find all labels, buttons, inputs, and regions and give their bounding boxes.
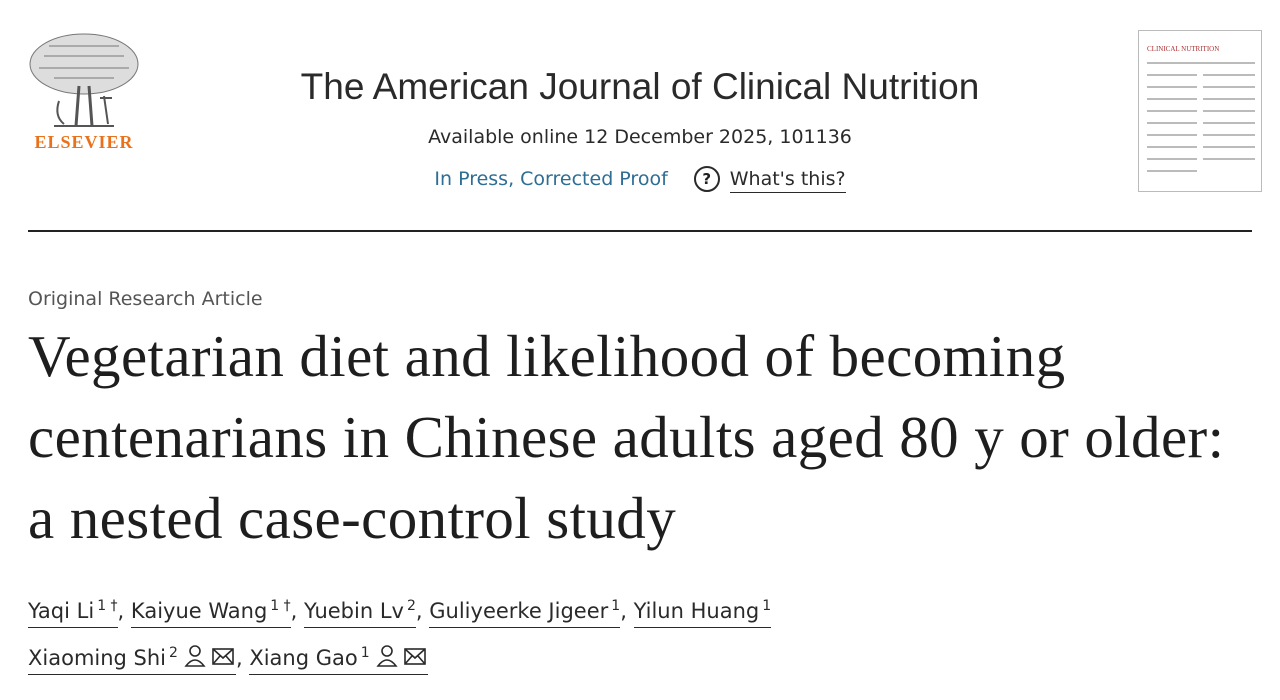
- author-name: Yuebin Lv: [304, 599, 404, 623]
- author-line: Xiaoming Shi 2, Xiang Gao 1: [28, 644, 428, 675]
- article-type: Original Research Article: [28, 288, 263, 310]
- author-affiliation: 1: [611, 598, 621, 614]
- author-affiliation: 1: [762, 598, 772, 614]
- author-name: Xiaoming Shi: [28, 646, 167, 670]
- author-name: Yilun Huang: [633, 599, 760, 623]
- author[interactable]: Yaqi Li 1 †: [28, 598, 118, 628]
- publisher-name: ELSEVIER: [34, 132, 134, 152]
- author[interactable]: Guliyeerke Jigeer 1: [429, 598, 621, 628]
- elsevier-logo: [29, 33, 139, 127]
- cover-lines: [1147, 62, 1255, 172]
- author[interactable]: Kaiyue Wang 1 †: [130, 598, 291, 628]
- author-affiliation: 1 †: [270, 598, 291, 614]
- separator: ,: [415, 599, 423, 623]
- author[interactable]: Yuebin Lv 2: [304, 598, 416, 628]
- journal-title[interactable]: The American Journal of Clinical Nutriti…: [300, 66, 980, 107]
- contact-icons: [184, 645, 234, 667]
- cover-title: CLINICAL NUTRITION: [1147, 45, 1220, 53]
- author-name: Yaqi Li: [28, 599, 95, 623]
- author[interactable]: Yilun Huang 1: [633, 598, 772, 628]
- author-affiliation: 2: [406, 598, 416, 614]
- author-affiliation: 2: [169, 645, 178, 661]
- author-name: Xiang Gao: [249, 646, 358, 670]
- help-link[interactable]: What's this?: [729, 168, 846, 193]
- author-affiliation: 1: [360, 645, 370, 661]
- availability: Available online 12 December 2025, 10113…: [428, 126, 852, 148]
- divider: [28, 230, 1252, 232]
- contact-icons: [376, 645, 426, 667]
- author-affiliation: 1 †: [97, 598, 118, 614]
- author-line: Yaqi Li 1 †, Kaiyue Wang 1 †, Yuebin Lv 2, …: [28, 598, 772, 628]
- author-name: Kaiyue Wang: [130, 599, 268, 623]
- separator: ,: [620, 599, 627, 623]
- author[interactable]: Xiang Gao 1: [249, 645, 428, 675]
- journal-cover[interactable]: CLINICAL NUTRITION: [1138, 30, 1262, 192]
- author[interactable]: Xiaoming Shi 2: [28, 645, 236, 675]
- separator: ,: [235, 646, 243, 670]
- author-name: Guliyeerke Jigeer: [429, 599, 609, 623]
- status: In Press, Corrected Proof: [434, 168, 668, 190]
- status-row: In Press, Corrected Proof? What's this?: [200, 166, 1080, 193]
- fade-overlay: [930, 592, 1280, 632]
- article-title: Vegetarian diet and likelihood of becomi…: [28, 323, 1225, 551]
- separator: ,: [117, 599, 125, 623]
- help-icon: ?: [693, 166, 720, 192]
- separator: ,: [290, 599, 298, 623]
